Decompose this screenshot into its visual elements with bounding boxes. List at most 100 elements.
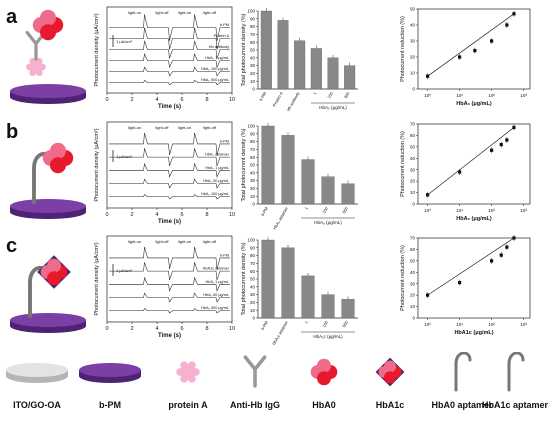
- bar-ytick-label: 50: [250, 277, 256, 282]
- hba0-molecule: [310, 358, 338, 386]
- hb-subunit: [47, 271, 61, 286]
- trace-ylabel: Photocurrent density (μA/cm²): [94, 13, 100, 86]
- scatter-frame: [417, 8, 531, 90]
- bar-ytick-label: 10: [250, 194, 256, 199]
- trace-xtick-label: 8: [205, 97, 208, 103]
- scatter-ytick-label: 30: [410, 281, 416, 286]
- hba1c-molecule: [37, 255, 71, 289]
- light-label: light-off: [155, 125, 169, 130]
- bar-category-label: 100: [321, 319, 329, 328]
- bar-chart-b: Total photocurrent density (%) 0 10 20 30 40 5…: [241, 123, 358, 230]
- trace-label: HbA₀ 100 μg/mL: [201, 67, 229, 71]
- scatter-point: [505, 245, 509, 249]
- light-label: light-on: [178, 125, 191, 130]
- bpm-disc-icon: [79, 363, 141, 383]
- scatter-ytick-label: 50: [410, 258, 416, 263]
- bar-ytick-label: 80: [250, 24, 256, 29]
- bar-ytick-label: 60: [250, 269, 256, 274]
- scatter-ylabel: Photocurrent reduction (%): [400, 245, 406, 311]
- bar: [294, 40, 306, 90]
- protein-a-lobe: [176, 368, 185, 376]
- bar-ytick-label: 10: [250, 79, 256, 84]
- bar-group-label: HbA₀ (μg/mL): [319, 105, 347, 110]
- scatter-fit-line: [427, 13, 515, 77]
- trace-line: [109, 194, 230, 200]
- trace-xtick-label: 6: [180, 97, 183, 103]
- trace-label: HbA₀ 1 μg/mL: [205, 56, 229, 60]
- trace-xlabel: Time (s): [158, 104, 181, 110]
- bar-category-label: Protein A: [271, 91, 284, 108]
- protein-a-lobe: [39, 63, 46, 71]
- schematic-b: [10, 142, 86, 219]
- bar-ytick-label: 40: [250, 170, 256, 175]
- hba1c-molecule: [375, 357, 405, 387]
- panel-letter: c: [6, 235, 17, 257]
- antibody-arms: [243, 355, 267, 388]
- scatter-ytick-label: 60: [410, 133, 416, 138]
- bar-category-label: b-PM: [260, 206, 269, 217]
- scatter-point: [499, 253, 503, 257]
- trace-xtick-label: 4: [155, 212, 158, 218]
- legend: ITO/GO-OA b-PM protein A Anti-Hb IgG HbA0 HbA…: [0, 351, 550, 421]
- scatter-ytick-label: 30: [410, 39, 416, 44]
- trace-xtick-label: 4: [155, 326, 158, 332]
- protein-a-lobe: [188, 374, 196, 383]
- scatter-point: [426, 74, 430, 78]
- scatter-ytick-label: 40: [410, 23, 416, 28]
- trace-chart-b: Photocurrent density (μA/cm²) Time (s) 0 2 4…: [94, 121, 235, 225]
- bar-category-label: 1: [303, 319, 309, 324]
- bar-category-label: 1: [312, 90, 318, 95]
- hb-subunit: [47, 258, 61, 273]
- trace-line: [109, 14, 230, 41]
- trace-label: Protein A: [214, 34, 230, 38]
- trace-line: [109, 262, 230, 281]
- trace-line: [109, 178, 230, 189]
- bar-group-label: HbA₁c (μg/mL): [313, 334, 343, 339]
- bar: [261, 239, 275, 319]
- panel-letter: b: [6, 121, 18, 143]
- bar: [321, 176, 335, 205]
- trace-xtick-label: 0: [105, 326, 108, 332]
- trace-label: HbA₀ 500 μg/mL: [201, 78, 229, 82]
- scatter-xlabel: HbA₀ (μg/mL): [456, 216, 492, 222]
- trace-label: HbA₀ 50 μg/mL: [203, 179, 229, 183]
- trace-xtick-label: 2: [130, 97, 133, 103]
- bar-ytick-label: 70: [250, 32, 256, 37]
- scatter-ytick-label: 50: [410, 7, 416, 12]
- light-label: light-off: [203, 10, 217, 15]
- hb-subunit: [317, 358, 331, 373]
- trace-xtick-label: 6: [180, 212, 183, 218]
- bar: [260, 10, 272, 90]
- disc-top: [10, 84, 86, 98]
- trace-line: [109, 292, 230, 303]
- bar: [321, 294, 335, 319]
- disc-top: [79, 363, 141, 377]
- scatter-point: [473, 49, 477, 53]
- scatter-ytick-label: 40: [410, 156, 416, 161]
- bar-ytick-label: 90: [250, 245, 256, 250]
- scatter-chart-c: Photocurrent reduction (%) 0 10 20 30 40 50 60 7…: [400, 235, 531, 336]
- legend-label: protein A: [168, 400, 208, 410]
- bar-category-label: 100: [326, 90, 334, 99]
- scatter-point: [512, 125, 516, 130]
- scatter-xlabel: HbA₀ (μg/mL): [456, 101, 492, 107]
- bar-ytick-label: 30: [250, 178, 256, 183]
- schematic-a: [10, 9, 86, 104]
- protein-a-lobe: [26, 63, 33, 71]
- scatter-ytick-label: 60: [410, 247, 416, 252]
- protein-a-shape: [176, 361, 200, 383]
- light-label: light-on: [128, 239, 141, 244]
- disc-top: [10, 199, 86, 213]
- protein-a-lobe: [36, 57, 43, 65]
- legend-label: b-PM: [99, 400, 121, 410]
- bar: [261, 125, 275, 205]
- bar-ytick-label: 80: [250, 253, 256, 258]
- scatter-point: [505, 138, 509, 142]
- trace-line: [109, 27, 230, 50]
- antibody-shape: [243, 355, 267, 388]
- legend-label: HbA0 aptamer: [431, 400, 493, 410]
- scatter-ytick-label: 20: [410, 293, 416, 298]
- light-label: light-off: [155, 10, 169, 15]
- scatter-ytick-label: 0: [412, 87, 415, 92]
- trace-frame: [106, 6, 233, 94]
